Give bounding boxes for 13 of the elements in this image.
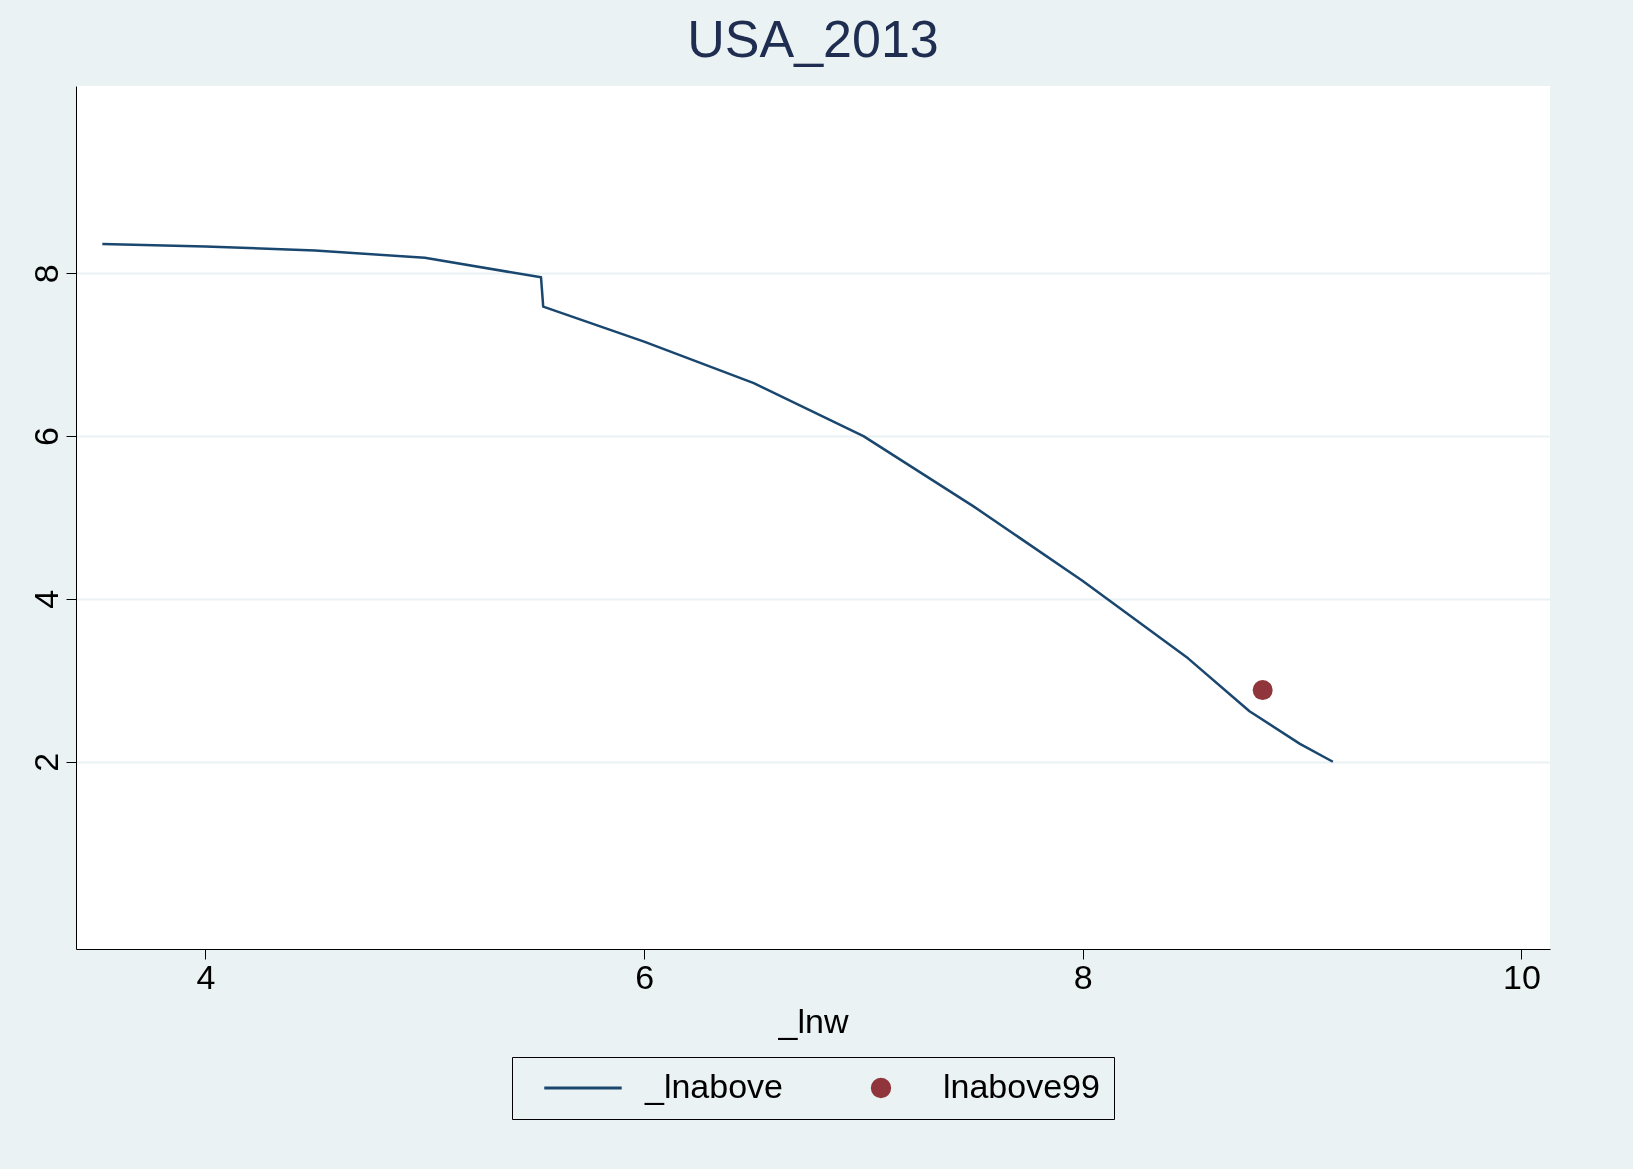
legend-label: lnabove99	[943, 1067, 1100, 1105]
y-tick-label: 6	[26, 427, 65, 447]
x-tick-label: 6	[635, 957, 655, 996]
x-tick-label: 4	[196, 957, 216, 996]
chart-title: USA_2013	[687, 10, 939, 68]
y-tick-label: 2	[26, 752, 65, 772]
y-tick-label: 8	[26, 264, 65, 284]
legend-label: _lnabove	[644, 1067, 784, 1105]
x-tick-label: 8	[1073, 957, 1093, 996]
y-tick-label: 4	[26, 589, 65, 609]
x-tick-label: 10	[1503, 957, 1541, 996]
line-series	[101, 242, 1335, 763]
x-axis-title: _lnw	[777, 1001, 849, 1040]
